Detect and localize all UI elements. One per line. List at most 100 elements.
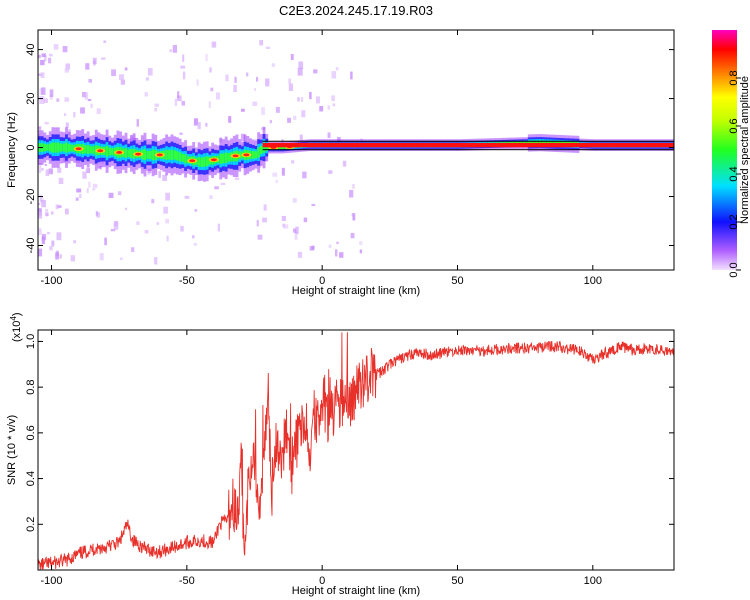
band-core: [148, 150, 152, 159]
noise-speck: [38, 126, 42, 130]
noise-speck: [76, 188, 82, 193]
noise-speck: [38, 229, 42, 236]
band-core: [205, 156, 209, 167]
noise-speck: [342, 160, 347, 167]
band-core: [62, 143, 66, 152]
band-core: [167, 150, 171, 160]
noise-speck: [165, 192, 170, 201]
band-core: [170, 149, 174, 161]
noise-speck: [49, 246, 53, 251]
snr-series-line: [38, 332, 674, 570]
band-core: [538, 140, 542, 145]
noise-speck: [41, 87, 46, 95]
colorbar-tick-label: 0.6: [728, 118, 740, 133]
noise-speck: [85, 168, 89, 172]
noise-speck: [217, 223, 221, 232]
band-core: [178, 152, 182, 162]
noise-speck: [194, 208, 198, 212]
noise-speck: [271, 63, 276, 67]
noise-speck: [299, 134, 303, 141]
noise-speck: [233, 84, 237, 93]
noise-speck: [56, 98, 60, 102]
noise-speck: [86, 188, 89, 194]
noise-speck: [259, 39, 264, 46]
band-core: [262, 142, 266, 153]
noise-speck: [44, 55, 47, 62]
x-tick-label: -100: [41, 575, 63, 587]
noise-speck: [144, 92, 149, 97]
spectrogram-chart: -100 -50 0 50 100 -40 -20 0 20 40 Height of stra…: [6, 29, 675, 297]
ridge-edge: [262, 140, 674, 142]
noise-speck: [256, 220, 259, 227]
noise-speck: [182, 71, 186, 80]
noise-speck: [99, 165, 102, 170]
band-core: [59, 143, 63, 152]
noise-speck: [85, 63, 90, 70]
band-core: [224, 152, 228, 164]
band-core: [278, 146, 282, 150]
noise-speck: [75, 197, 79, 201]
noise-speck: [257, 234, 263, 240]
noise-speck: [290, 54, 294, 60]
noise-speck: [82, 171, 87, 179]
band-core: [111, 148, 114, 156]
noise-speck: [211, 41, 217, 48]
noise-speck: [350, 71, 353, 80]
noise-speck: [234, 177, 240, 181]
noise-speck: [282, 223, 286, 228]
band-core: [259, 146, 263, 154]
noise-speck: [302, 171, 307, 179]
x-tick-label: 0: [319, 575, 325, 587]
noise-speck: [51, 240, 55, 247]
noise-speck: [205, 54, 208, 62]
noise-speck: [192, 235, 195, 239]
hot-spot: [135, 152, 142, 156]
noise-speck: [38, 211, 43, 219]
noise-speck: [352, 213, 356, 221]
noise-speck: [55, 252, 59, 260]
noise-speck: [108, 192, 114, 199]
noise-speck: [103, 40, 107, 43]
hot-spot: [97, 149, 104, 153]
noise-speck: [92, 183, 98, 188]
noise-speck: [297, 97, 300, 102]
noise-speck: [297, 251, 303, 258]
noise-speck: [254, 139, 260, 142]
noise-speck: [136, 119, 139, 127]
spectrogram-y-ticks: -40 -20 0 20 40: [25, 43, 674, 253]
noise-speck: [252, 101, 258, 106]
noise-speck: [275, 106, 280, 113]
band-core: [51, 142, 55, 153]
noise-speck: [301, 110, 306, 118]
band-core: [127, 149, 131, 157]
band-core: [105, 145, 109, 157]
colorbar-tick-label: 0.2: [728, 214, 740, 229]
noise-speck: [38, 73, 43, 76]
colorbar-ticks: 0.0 0.2 0.4 0.6 0.8: [728, 70, 741, 278]
band-core: [143, 149, 147, 161]
noise-speck: [309, 91, 312, 100]
colorbar-tick-label: 0.4: [728, 166, 740, 181]
snr-frame: [37, 329, 675, 571]
noise-speck: [64, 97, 70, 102]
noise-speck: [63, 113, 67, 116]
noise-speck: [262, 217, 267, 223]
noise-speck: [240, 108, 245, 112]
band-core: [151, 149, 155, 161]
x-tick-label: 0: [319, 275, 325, 287]
band-core: [541, 140, 545, 145]
noise-speck: [73, 111, 76, 118]
noise-speck: [272, 172, 278, 177]
noise-speck: [297, 67, 303, 76]
noise-speck: [92, 57, 97, 65]
band-core: [46, 144, 49, 151]
noise-speck: [350, 232, 355, 239]
band-core: [257, 147, 261, 158]
y-tick-label: 0.2: [25, 517, 37, 532]
x-tick-label: 50: [451, 275, 463, 287]
noise-speck: [180, 65, 186, 69]
noise-speck: [253, 88, 257, 91]
band-core: [146, 150, 150, 159]
x-tick-label: 50: [451, 575, 463, 587]
noise-speck: [40, 72, 45, 78]
